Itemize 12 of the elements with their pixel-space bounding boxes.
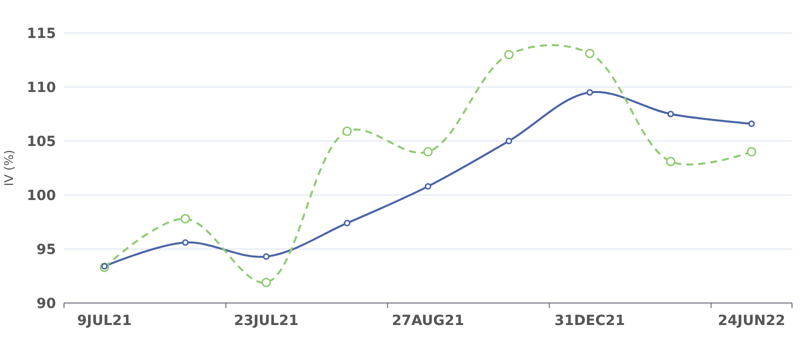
- y-tick-label: 115: [26, 26, 56, 42]
- x-tick-label: 31DEC21: [554, 313, 625, 329]
- y-tick-label: 95: [36, 242, 56, 258]
- x-tick-label: 23JUL21: [234, 313, 298, 329]
- x-tick-label: 24JUN22: [718, 313, 786, 329]
- y-tick-label: 110: [26, 80, 56, 96]
- y-axis-title: IV (%): [2, 150, 16, 186]
- y-tick-label: 105: [26, 134, 56, 150]
- x-tick-label: 27AUG21: [392, 313, 464, 329]
- x-tick-label: 9JUL21: [77, 313, 132, 329]
- y-tick-label: 100: [26, 188, 56, 204]
- y-tick-label: 90: [36, 296, 56, 312]
